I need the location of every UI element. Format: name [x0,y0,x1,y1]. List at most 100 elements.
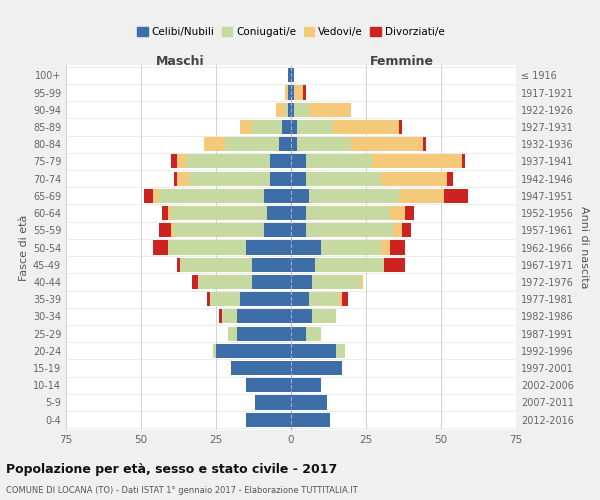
Bar [309,292,339,306]
Bar [276,102,285,117]
Y-axis label: Fasce di età: Fasce di età [19,214,29,280]
Bar [291,258,315,272]
Bar [360,275,363,289]
Bar [312,310,336,324]
Bar [288,86,291,100]
Bar [189,172,270,185]
Bar [306,154,372,168]
Bar [198,275,252,289]
Text: Popolazione per età, sesso e stato civile - 2017: Popolazione per età, sesso e stato civil… [6,462,337,475]
Bar [342,292,348,306]
Bar [291,292,309,306]
Bar [240,120,252,134]
Bar [303,86,306,100]
Bar [282,120,291,134]
Bar [291,223,306,238]
Bar [246,240,291,254]
Text: Femmine: Femmine [370,54,434,68]
Bar [237,326,291,340]
Y-axis label: Anni di nascita: Anni di nascita [579,206,589,289]
Bar [267,206,291,220]
Bar [162,206,168,220]
Bar [204,137,225,152]
Bar [339,292,342,306]
Bar [255,396,291,409]
Bar [390,240,405,254]
Bar [297,137,351,152]
Bar [291,310,312,324]
Bar [405,206,414,220]
Bar [177,258,180,272]
Bar [351,137,423,152]
Bar [294,102,309,117]
Bar [285,86,288,100]
Bar [153,240,168,254]
Bar [393,223,402,238]
Bar [291,326,306,340]
Bar [381,240,390,254]
Bar [336,344,345,358]
Bar [291,378,321,392]
Bar [159,223,171,238]
Bar [171,206,267,220]
Bar [159,189,264,203]
Bar [390,206,405,220]
Bar [291,396,327,409]
Bar [219,310,222,324]
Bar [444,189,468,203]
Bar [288,102,291,117]
Bar [270,154,291,168]
Bar [306,172,381,185]
Bar [252,120,282,134]
Bar [399,120,402,134]
Bar [177,154,186,168]
Bar [291,172,306,185]
Bar [306,326,321,340]
Bar [309,102,351,117]
Bar [291,137,297,152]
Bar [312,275,360,289]
Bar [381,172,447,185]
Bar [168,240,246,254]
Bar [231,361,291,375]
Bar [315,258,384,272]
Bar [279,137,291,152]
Bar [168,206,171,220]
Bar [288,68,291,82]
Bar [333,120,399,134]
Bar [462,154,465,168]
Bar [270,172,291,185]
Bar [225,137,279,152]
Bar [294,86,303,100]
Bar [240,292,291,306]
Bar [306,223,393,238]
Bar [264,223,291,238]
Bar [174,172,177,185]
Bar [291,102,294,117]
Bar [246,378,291,392]
Bar [264,189,291,203]
Bar [207,292,210,306]
Bar [228,326,237,340]
Bar [213,344,216,358]
Bar [291,120,297,134]
Bar [423,137,426,152]
Bar [285,102,288,117]
Bar [447,172,453,185]
Bar [153,189,159,203]
Bar [192,275,198,289]
Bar [306,206,390,220]
Bar [291,412,330,426]
Bar [291,68,294,82]
Bar [291,189,309,203]
Bar [291,206,306,220]
Bar [177,172,189,185]
Bar [216,344,291,358]
Bar [291,344,336,358]
Bar [210,292,240,306]
Bar [144,189,153,203]
Bar [291,240,321,254]
Bar [402,223,411,238]
Bar [291,361,342,375]
Bar [384,258,405,272]
